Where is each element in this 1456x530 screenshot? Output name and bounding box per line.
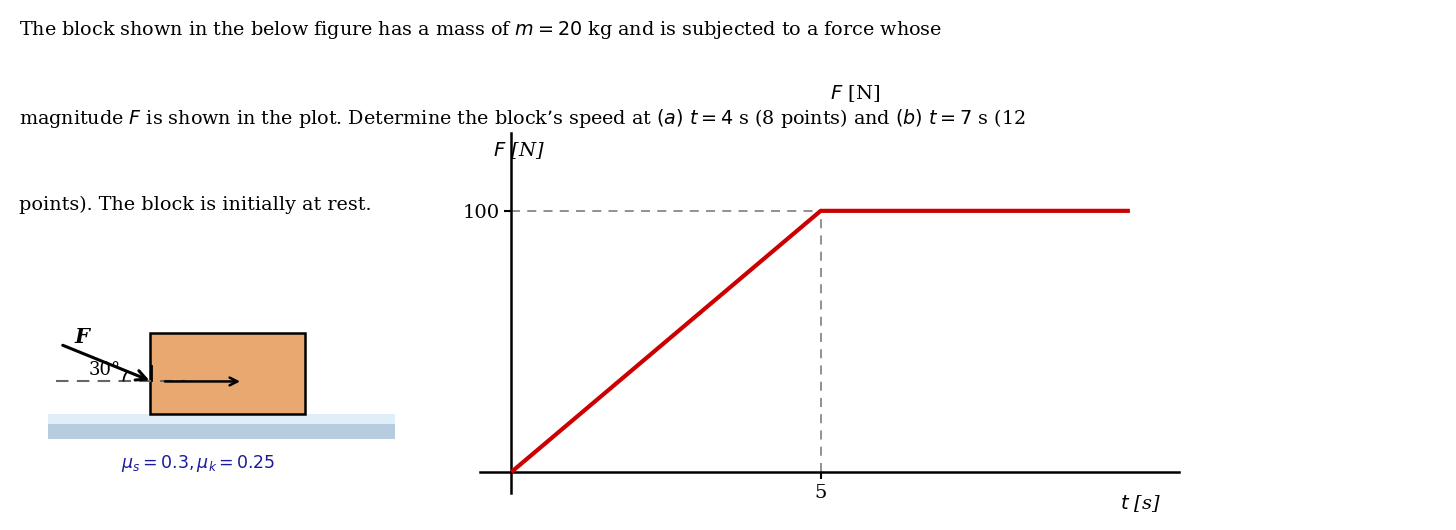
Text: The block shown in the below figure has a mass of $m = 20$ kg and is subjected t: The block shown in the below figure has … — [19, 19, 942, 41]
Text: $t$ [s]: $t$ [s] — [1120, 493, 1160, 514]
Text: $F$ [N]: $F$ [N] — [830, 83, 879, 104]
Text: points). The block is initially at rest.: points). The block is initially at rest. — [19, 196, 371, 214]
Text: magnitude $F$ is shown in the plot. Determine the block’s speed at $(a)$ $t = 4$: magnitude $F$ is shown in the plot. Dete… — [19, 107, 1025, 130]
Bar — [48, 423, 395, 439]
Text: $F$ [N]: $F$ [N] — [492, 140, 545, 161]
Text: $\mu_s = 0.3, \mu_k = 0.25$: $\mu_s = 0.3, \mu_k = 0.25$ — [121, 453, 275, 474]
Bar — [150, 333, 304, 413]
Bar — [48, 413, 395, 423]
Text: F: F — [74, 327, 89, 347]
Text: 30°: 30° — [89, 361, 121, 379]
